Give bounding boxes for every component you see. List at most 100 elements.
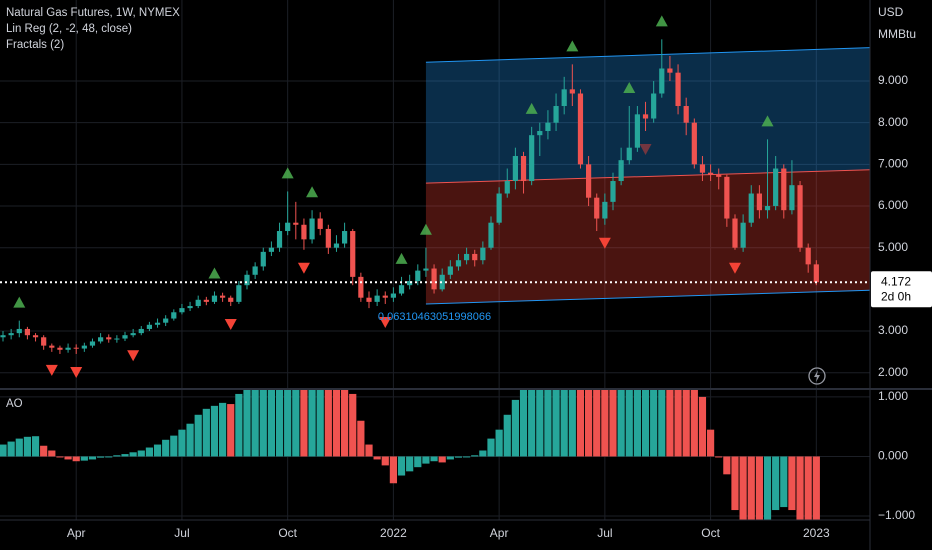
candle-body (602, 201, 608, 219)
ao-bar (406, 456, 414, 472)
y-tick-label: 7.000 (878, 157, 908, 171)
linreg-label: 0.06310463051998066 (378, 311, 491, 323)
candle-body (98, 337, 104, 342)
candle-body (585, 164, 592, 198)
x-tick-label: Apr (67, 526, 86, 540)
ao-bar (812, 456, 820, 520)
ao-bar (105, 456, 113, 458)
ao-bar (227, 404, 235, 457)
candle-body (488, 222, 494, 248)
ao-bar (414, 456, 422, 468)
indicator-label[interactable]: Lin Reg (2, -2, 48, close) (6, 23, 132, 35)
candle-body (236, 285, 242, 302)
fractal-up (13, 296, 26, 308)
ao-bar (690, 389, 698, 457)
candle-body (781, 168, 787, 211)
y-tick-label: 6.000 (878, 198, 908, 212)
candle-body (301, 224, 307, 240)
ao-bar (259, 389, 267, 457)
ao-bar (438, 456, 446, 463)
candle-body (114, 338, 120, 340)
fractal-up (623, 82, 636, 94)
candle-body (642, 114, 649, 119)
candle-body (561, 89, 567, 107)
candle-body (716, 174, 722, 177)
candle-body (130, 333, 136, 336)
candle-body (195, 299, 201, 307)
ao-bar (186, 423, 194, 457)
ao-bar (349, 393, 357, 457)
ao-tick-label: −1.000 (878, 508, 915, 522)
ao-bar (682, 389, 690, 457)
y-tick-label: 5.000 (878, 240, 908, 254)
ao-bar (381, 456, 389, 466)
candle-body (0, 335, 6, 338)
ao-bar (454, 456, 463, 458)
ao-bar (462, 456, 471, 458)
candle-body (724, 176, 730, 219)
ao-bar (633, 389, 641, 457)
ao-bar (48, 450, 56, 457)
candle-body (529, 135, 535, 182)
candle-body (512, 156, 518, 182)
fractal-up (525, 102, 538, 114)
ao-bar (56, 456, 64, 458)
ao-bar (503, 414, 511, 457)
ao-bar (650, 389, 658, 457)
fractal-up (655, 15, 668, 27)
ao-tick-label: 0.000 (878, 449, 908, 463)
linreg-middle-line (425, 169, 870, 184)
candle-body (49, 345, 55, 348)
ao-bar (178, 429, 186, 457)
candle-body (683, 106, 689, 123)
ao-bar (552, 389, 560, 457)
candle-body (203, 299, 209, 302)
unit-label: MMBtu (878, 27, 916, 41)
candle-body (569, 89, 575, 94)
linreg-lower-line (425, 289, 870, 305)
ao-bar (373, 456, 381, 460)
ao-bar (7, 441, 15, 457)
ao-bar (674, 389, 682, 457)
ao-bar (40, 445, 48, 457)
candle-body (154, 322, 161, 325)
ao-bar (389, 456, 397, 484)
fractal-down (379, 316, 392, 328)
candle-body (179, 308, 185, 313)
candle-body (293, 222, 299, 225)
fractal-up (208, 267, 221, 279)
candle-body (553, 106, 559, 123)
candle-body (797, 185, 803, 248)
candle-body (439, 274, 445, 290)
candle-body (8, 333, 14, 336)
indicator-label[interactable]: Fractals (2) (6, 39, 64, 51)
ao-bar (357, 420, 365, 457)
ao-bar (511, 399, 519, 457)
candle-body (138, 328, 144, 334)
replay-icon[interactable] (808, 367, 826, 385)
candle-body (187, 306, 193, 309)
fractal-down (297, 262, 310, 274)
candle-body (57, 347, 63, 350)
candle-body (171, 312, 177, 319)
x-tick-label: 2023 (803, 526, 830, 540)
ao-bar (772, 456, 780, 511)
fractal-down (224, 319, 237, 331)
ao-bar (584, 389, 593, 457)
ao-bar (365, 444, 373, 457)
candle-body (813, 264, 819, 283)
linreg-upper-line (425, 47, 870, 63)
x-tick-label: Jul (174, 526, 189, 540)
candle-body (89, 341, 96, 346)
ao-bar (300, 389, 308, 457)
x-tick-label: 2022 (380, 526, 407, 540)
candle-body (325, 228, 331, 248)
candle-body (463, 253, 470, 261)
ao-label[interactable]: AO (6, 398, 23, 410)
ao-bar (97, 456, 105, 458)
ao-bar (121, 454, 129, 457)
last-price-box (871, 271, 932, 308)
ao-bar (194, 414, 202, 457)
candle-body (707, 172, 714, 175)
x-tick-label: Oct (701, 526, 720, 540)
